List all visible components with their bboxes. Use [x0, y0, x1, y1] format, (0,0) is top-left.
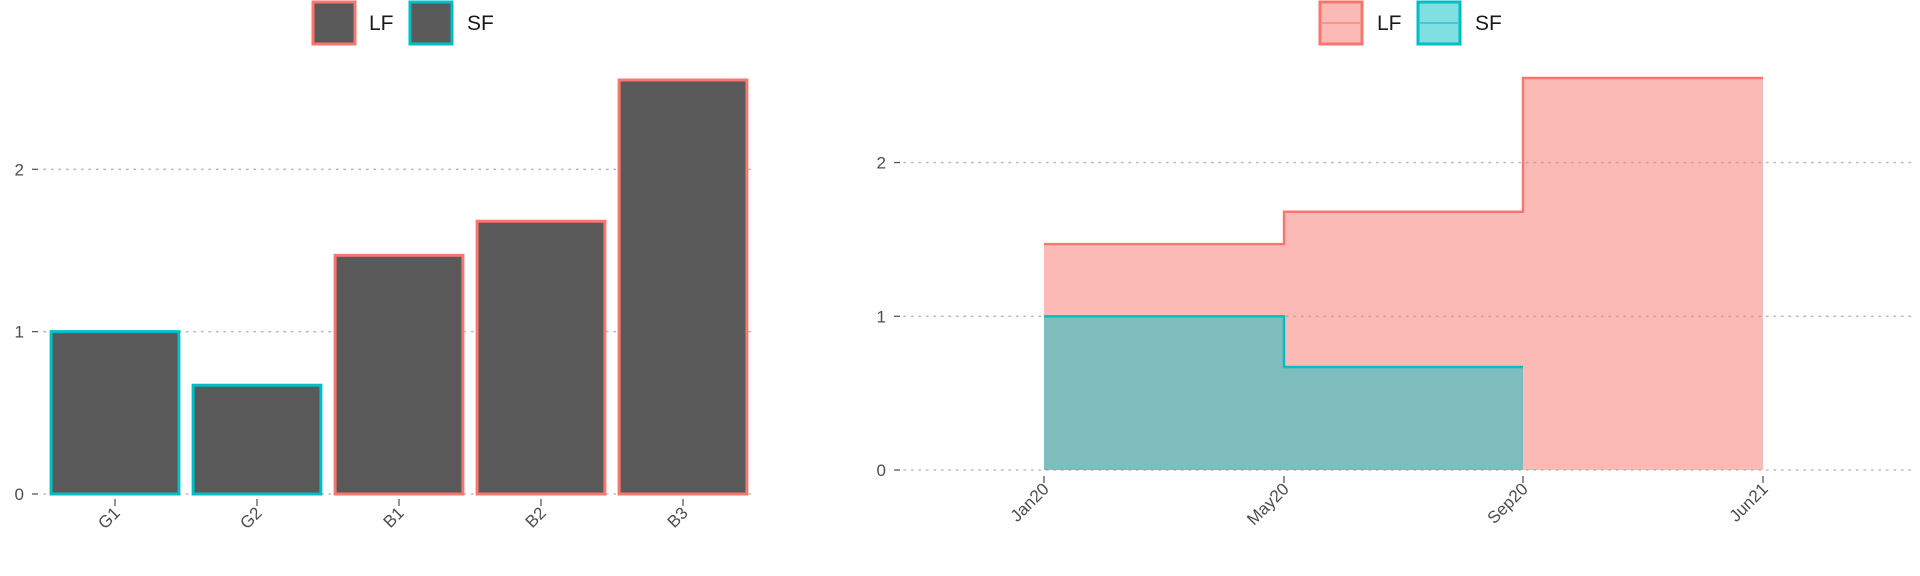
area-outline-lf: [1044, 76, 1763, 246]
x-tick-label-b3: B3: [664, 503, 692, 531]
y-tick-label-2: 2: [877, 154, 886, 173]
area-chart-x-axis: Jan20 May20 Sep20 Jun21: [1007, 476, 1772, 529]
area-fill-sf: [1044, 316, 1523, 470]
x-tick-label-b1: B1: [380, 503, 408, 531]
legend-label-sf-area: SF: [1475, 12, 1502, 35]
bar-b1: [333, 253, 465, 496]
area-chart-legend: LF SF: [1318, 0, 1502, 46]
y-tick-label-1: 1: [15, 323, 24, 342]
x-tick-label-b2: B2: [522, 503, 550, 531]
bar-b3: [617, 78, 749, 496]
legend-key-lf: [311, 0, 357, 46]
x-tick-label-may20: May20: [1243, 479, 1293, 529]
area-chart-areas: [1044, 76, 1763, 470]
legend-label-sf: SF: [467, 12, 494, 35]
y-tick-label-2: 2: [15, 160, 24, 179]
y-tick-label-1: 1: [877, 307, 886, 326]
y-tick-label-0: 0: [877, 461, 886, 480]
area-outline-sf: [1044, 315, 1523, 369]
bar-chart-bars: [49, 78, 749, 496]
bar-chart-panel: LF SF 0 1 2 G1 G2 B1 B2 B3: [15, 0, 755, 533]
area-chart-y-axis: 0 1 2: [877, 154, 900, 480]
bar-chart-legend: LF SF: [311, 0, 494, 46]
y-tick-label-0: 0: [15, 485, 24, 504]
legend-label-lf: LF: [369, 12, 394, 35]
bar-chart-x-axis: G1 G2 B1 B2 B3: [94, 499, 692, 533]
area-chart-panel: LF SF 0 1 2 Jan20 May20 Sep20 Jun21: [877, 0, 1913, 529]
bar-b2: [475, 219, 607, 496]
x-tick-label-jan20: Jan20: [1007, 479, 1053, 525]
bar-g2: [191, 383, 323, 496]
x-tick-label-g2: G2: [236, 503, 265, 532]
bar-chart-y-axis: 0 1 2: [15, 160, 38, 504]
legend-key-sf: [408, 0, 454, 46]
x-tick-label-jun21: Jun21: [1726, 479, 1772, 525]
x-tick-label-sep20: Sep20: [1484, 479, 1532, 527]
bar-g1: [49, 330, 181, 496]
x-tick-label-g1: G1: [94, 503, 123, 532]
legend-label-lf-area: LF: [1377, 12, 1402, 35]
